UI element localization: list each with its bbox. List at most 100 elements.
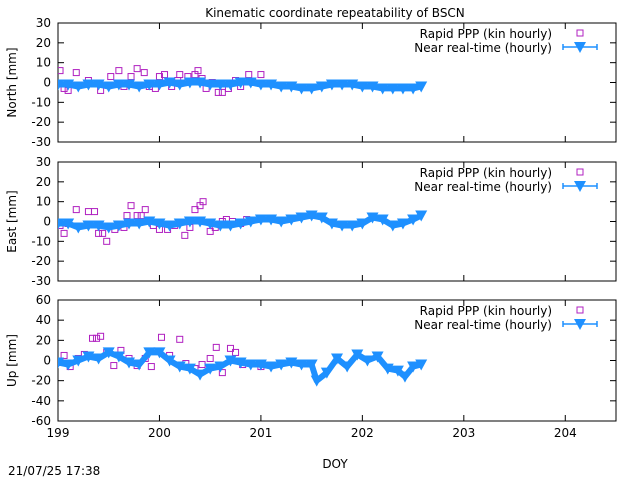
timestamp: 21/07/25 17:38 bbox=[8, 464, 100, 478]
nrt-point bbox=[123, 79, 136, 91]
rapid-ppp-point bbox=[60, 229, 68, 237]
nrt-point bbox=[315, 212, 328, 224]
nrt-point bbox=[341, 361, 354, 373]
y-tick-label: 10 bbox=[36, 56, 51, 70]
nrt-point bbox=[194, 77, 207, 89]
nrt-point bbox=[58, 79, 64, 91]
nrt-point bbox=[173, 79, 186, 91]
rapid-ppp-point bbox=[176, 71, 184, 79]
y-tick-label: 60 bbox=[36, 293, 51, 307]
nrt-point bbox=[58, 357, 64, 369]
nrt-point bbox=[396, 218, 409, 230]
y-axis-label: Up [mm] bbox=[5, 334, 19, 387]
nrt-point bbox=[183, 363, 196, 375]
nrt-point bbox=[325, 79, 338, 91]
rapid-ppp-point bbox=[107, 73, 115, 81]
rapid-ppp-point bbox=[72, 206, 80, 214]
nrt-point bbox=[214, 361, 227, 373]
y-tick-label: -20 bbox=[31, 115, 51, 129]
nrt-point bbox=[143, 79, 156, 91]
nrt-point bbox=[371, 351, 384, 363]
nrt-point bbox=[407, 83, 420, 95]
y-tick-label: -20 bbox=[31, 374, 51, 388]
legend-nrt-marker bbox=[574, 42, 586, 53]
nrt-point bbox=[163, 355, 176, 367]
nrt-point bbox=[275, 216, 288, 228]
y-tick-label: -30 bbox=[31, 135, 51, 149]
nrt-point bbox=[72, 81, 85, 93]
y-tick-label: 20 bbox=[36, 36, 51, 50]
nrt-point bbox=[295, 212, 308, 224]
rapid-ppp-point bbox=[141, 206, 149, 214]
nrt-point bbox=[376, 83, 389, 95]
rapid-ppp-point bbox=[232, 348, 240, 356]
rapid-ppp-point bbox=[212, 343, 220, 351]
rapid-ppp-point bbox=[58, 67, 64, 75]
y-tick-label: -60 bbox=[31, 414, 51, 428]
nrt-point bbox=[310, 375, 323, 387]
rapid-ppp-point bbox=[206, 354, 214, 362]
x-tick-label: 200 bbox=[148, 426, 171, 440]
nrt-point bbox=[62, 218, 75, 230]
rapid-ppp-point bbox=[72, 69, 80, 77]
nrt-point bbox=[336, 220, 349, 232]
y-tick-label: -40 bbox=[31, 394, 51, 408]
nrt-point bbox=[285, 214, 298, 226]
nrt-point bbox=[163, 77, 176, 89]
chart-title: Kinematic coordinate repeatability of BS… bbox=[205, 6, 465, 20]
rapid-ppp-point bbox=[147, 363, 155, 371]
rapid-ppp-point bbox=[137, 212, 145, 220]
nrt-point bbox=[214, 79, 227, 91]
y-tick-label: -10 bbox=[31, 234, 51, 248]
rapid-ppp-point bbox=[127, 73, 135, 81]
rapid-ppp-point bbox=[214, 88, 222, 96]
x-tick-label: 202 bbox=[351, 426, 374, 440]
nrt-point bbox=[123, 218, 136, 230]
nrt-point bbox=[346, 79, 359, 91]
nrt-point bbox=[305, 210, 318, 222]
nrt-point bbox=[254, 79, 267, 91]
nrt-point bbox=[254, 359, 267, 371]
nrt-point bbox=[356, 218, 369, 230]
rapid-ppp-point bbox=[257, 71, 265, 79]
y-tick-label: 40 bbox=[36, 313, 51, 327]
nrt-point bbox=[325, 218, 338, 230]
rapid-ppp-point bbox=[245, 71, 253, 79]
rapid-ppp-point bbox=[218, 88, 226, 96]
nrt-point bbox=[396, 83, 409, 95]
nrt-point bbox=[143, 216, 156, 228]
legend-rapid-marker bbox=[576, 29, 584, 37]
nrt-point bbox=[62, 79, 75, 91]
rapid-ppp-point bbox=[133, 212, 141, 220]
nrt-point bbox=[386, 83, 399, 95]
y-tick-label: 0 bbox=[43, 76, 51, 90]
nrt-point bbox=[305, 83, 318, 95]
nrt-point bbox=[133, 81, 146, 93]
x-tick-label: 204 bbox=[554, 426, 577, 440]
nrt-point bbox=[224, 355, 237, 367]
nrt-point bbox=[194, 369, 207, 381]
y-tick-label: 20 bbox=[36, 333, 51, 347]
nrt-point bbox=[82, 79, 95, 91]
nrt-point bbox=[376, 214, 389, 226]
nrt-point bbox=[173, 218, 186, 230]
nrt-point bbox=[153, 218, 166, 230]
nrt-point bbox=[391, 365, 404, 377]
y-axis-label: North [mm] bbox=[5, 47, 19, 117]
nrt-point bbox=[407, 214, 420, 226]
rapid-ppp-point bbox=[115, 67, 123, 75]
rapid-ppp-point bbox=[157, 333, 165, 341]
rapid-ppp-point bbox=[181, 231, 189, 239]
y-tick-label: -30 bbox=[31, 274, 51, 288]
rapid-ppp-point bbox=[140, 69, 148, 77]
rapid-ppp-point bbox=[198, 361, 206, 369]
nrt-point bbox=[72, 222, 85, 234]
nrt-point bbox=[234, 357, 247, 369]
nrt-point bbox=[62, 359, 75, 371]
plot-area bbox=[58, 332, 428, 387]
rapid-ppp-point bbox=[88, 334, 96, 342]
x-tick-label: 199 bbox=[47, 426, 70, 440]
y-tick-label: 20 bbox=[36, 175, 51, 189]
